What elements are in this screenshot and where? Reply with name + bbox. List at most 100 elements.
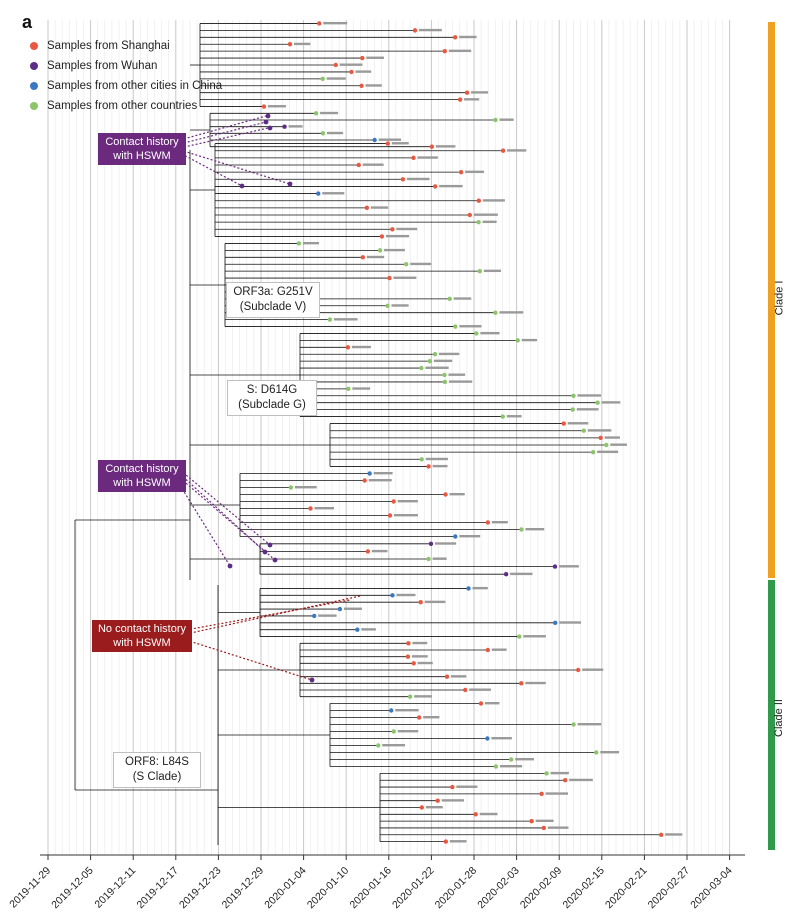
sample-tip — [367, 471, 372, 476]
sample-tip-label — [267, 105, 286, 108]
shanghai-dot-icon — [30, 42, 38, 50]
callout-line: Contact history — [105, 463, 179, 475]
sample-tip — [411, 661, 416, 666]
sample-tip — [404, 262, 409, 267]
label-line: S: D614G — [246, 384, 298, 396]
wuhan-sample-tip — [265, 113, 271, 119]
callout-no-contact-history: No contact history with HSWM — [92, 620, 192, 652]
legend-label: Samples from Shanghai — [47, 40, 170, 52]
sample-tip — [515, 338, 520, 343]
sample-tip-label — [459, 35, 477, 39]
sample-tip-label — [587, 429, 612, 432]
sample-tip-label — [326, 77, 346, 80]
sample-tip-label — [366, 56, 384, 59]
sample-tip — [282, 124, 287, 129]
sample-tip-label — [576, 408, 599, 411]
sample-tip — [364, 205, 370, 211]
callout-line: with HSWM — [113, 637, 171, 649]
sample-tip — [458, 169, 464, 175]
sample-tip — [376, 743, 381, 748]
x-tick-label: 2019-12-11 — [92, 865, 138, 911]
sample-tip — [570, 407, 575, 412]
sample-tip-label — [550, 771, 569, 775]
sample-tip — [419, 365, 424, 371]
sample-tip — [385, 303, 390, 308]
sample-tip — [365, 549, 371, 554]
sample-tip-label — [665, 833, 683, 836]
x-tick-label: 2020-01-04 — [262, 865, 309, 912]
sample-tip-label — [610, 443, 627, 446]
sample-tip-label — [322, 192, 345, 195]
sample-tip-label — [395, 709, 419, 712]
sample-tip — [529, 818, 534, 824]
sample-tip — [476, 219, 481, 225]
sample-tip — [464, 90, 470, 95]
sample-tip-label — [419, 28, 442, 32]
dotted-connector — [179, 115, 267, 141]
x-tick-label: 2020-02-27 — [646, 865, 693, 912]
sample-tip — [432, 184, 438, 189]
sample-tip — [594, 750, 599, 755]
sample-tip-label — [294, 486, 317, 489]
sample-tip — [345, 345, 351, 350]
sample-tip-label — [577, 394, 602, 397]
sample-tip — [355, 627, 360, 632]
sample-tip-label — [471, 91, 489, 94]
sample-tip — [474, 331, 479, 336]
legend-item-shanghai: Samples from Shanghai — [30, 36, 222, 56]
sample-tip — [473, 812, 478, 817]
sample-tip — [509, 757, 514, 762]
legend-label: Samples from other cities in China — [47, 80, 223, 92]
sample-tip — [390, 227, 395, 232]
sample-tip-label — [333, 318, 358, 321]
sample-tip-label — [411, 655, 428, 658]
callout-line: Contact history — [105, 136, 179, 148]
sample-tip — [539, 791, 544, 797]
x-tick-label: 2019-12-29 — [220, 865, 267, 912]
sample-tip-label — [318, 614, 337, 617]
sample-tip-label — [391, 304, 409, 307]
sample-tip-label — [448, 380, 473, 383]
sample-tip-label — [485, 702, 500, 705]
sample-tip-label — [456, 785, 478, 788]
sample-tip — [517, 634, 522, 639]
sample-tip — [407, 694, 413, 699]
x-tick-label: 2020-03-04 — [688, 865, 735, 912]
sample-tip — [442, 48, 447, 54]
dotted-connector — [179, 149, 291, 185]
sample-tip-label — [459, 535, 481, 538]
sample-tip-label — [558, 565, 579, 568]
sample-tip-label — [366, 255, 385, 259]
sample-tip — [312, 613, 317, 619]
sample-tip-label — [435, 145, 456, 148]
sample-tip — [405, 654, 411, 659]
sample-tip-label — [448, 49, 472, 53]
sample-tip-label — [343, 607, 362, 610]
x-tick-label: 2019-12-17 — [134, 865, 181, 912]
sample-tip — [419, 457, 424, 462]
sample-tip — [443, 492, 448, 497]
dotted-connector — [179, 469, 271, 546]
legend-label: Samples from other countries — [47, 100, 198, 112]
sample-tip-label — [523, 635, 546, 638]
sample-tip-label — [479, 812, 498, 816]
dotted-connector — [179, 473, 266, 553]
sample-tip — [581, 428, 587, 433]
sample-tip-label — [382, 744, 406, 747]
sample-tip — [519, 527, 524, 532]
sample-tip-label — [450, 675, 467, 678]
sample-tip — [387, 275, 392, 281]
legend-item-wuhan: Samples from Wuhan — [30, 56, 222, 76]
callout-line: with HSWM — [113, 150, 171, 162]
sample-tip — [442, 372, 447, 378]
sample-tip — [320, 76, 325, 82]
label-orf3a-subclade-v: ORF3a: G251V (Subclade V) — [226, 282, 320, 318]
sample-tip — [418, 599, 423, 605]
sample-tip — [595, 400, 600, 405]
sample-tip-label — [464, 98, 480, 101]
callout-contact-history-2: Contact history with HSWM — [98, 460, 186, 492]
sample-tip-label — [394, 514, 418, 517]
callout-contact-history-1: Contact history with HSWM — [98, 133, 186, 165]
sample-tip-label — [525, 528, 545, 531]
sample-tip-label — [370, 206, 389, 209]
